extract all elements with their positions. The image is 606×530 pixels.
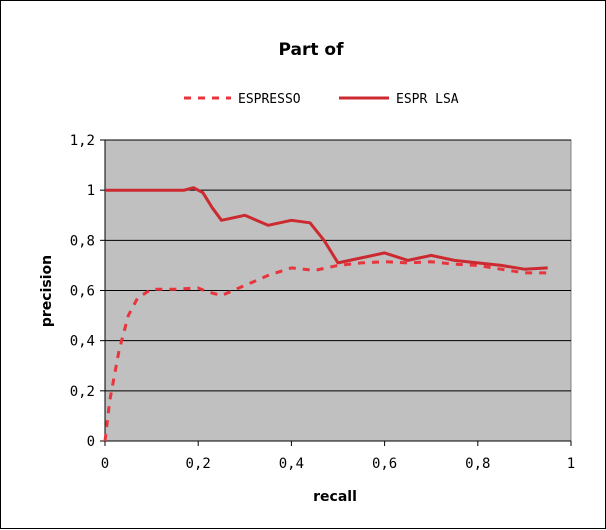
tick-labels: 0 0,2 0,4 0,6 0,8 1 1,2 0 0,2 0,4 0,6 0,8 1 <box>70 133 576 472</box>
x-tick-label: 0,2 <box>186 456 211 472</box>
y-axis-title: precision <box>39 255 55 327</box>
legend-label-espr-lsa: ESPR LSA <box>396 92 459 107</box>
x-tick-label: 1 <box>567 456 575 472</box>
y-tick-label: 0,6 <box>70 284 95 300</box>
series-line-espresso <box>103 260 548 442</box>
series-line-espr-lsa <box>105 186 548 271</box>
chart-title: Part of <box>279 40 345 60</box>
gridlines <box>105 139 571 392</box>
x-axis-title: recall <box>313 489 357 505</box>
legend-label-espresso: ESPRESSO <box>238 92 301 107</box>
x-tick-label: 0,6 <box>372 456 397 472</box>
x-tick-label: 0,8 <box>465 456 490 472</box>
y-tick-label: 1,2 <box>70 133 95 149</box>
y-tick-label: 0,2 <box>70 384 95 400</box>
y-tick-label: 1 <box>87 183 95 199</box>
legend: ESPRESSO ESPR LSA <box>184 92 459 107</box>
y-tick-label: 0,8 <box>70 233 95 249</box>
x-tick-label: 0,4 <box>279 456 304 472</box>
series-lines <box>103 186 548 442</box>
y-tick-label: 0,4 <box>70 334 95 350</box>
x-tick-label: 0 <box>101 456 109 472</box>
y-tick-label: 0 <box>87 434 95 450</box>
